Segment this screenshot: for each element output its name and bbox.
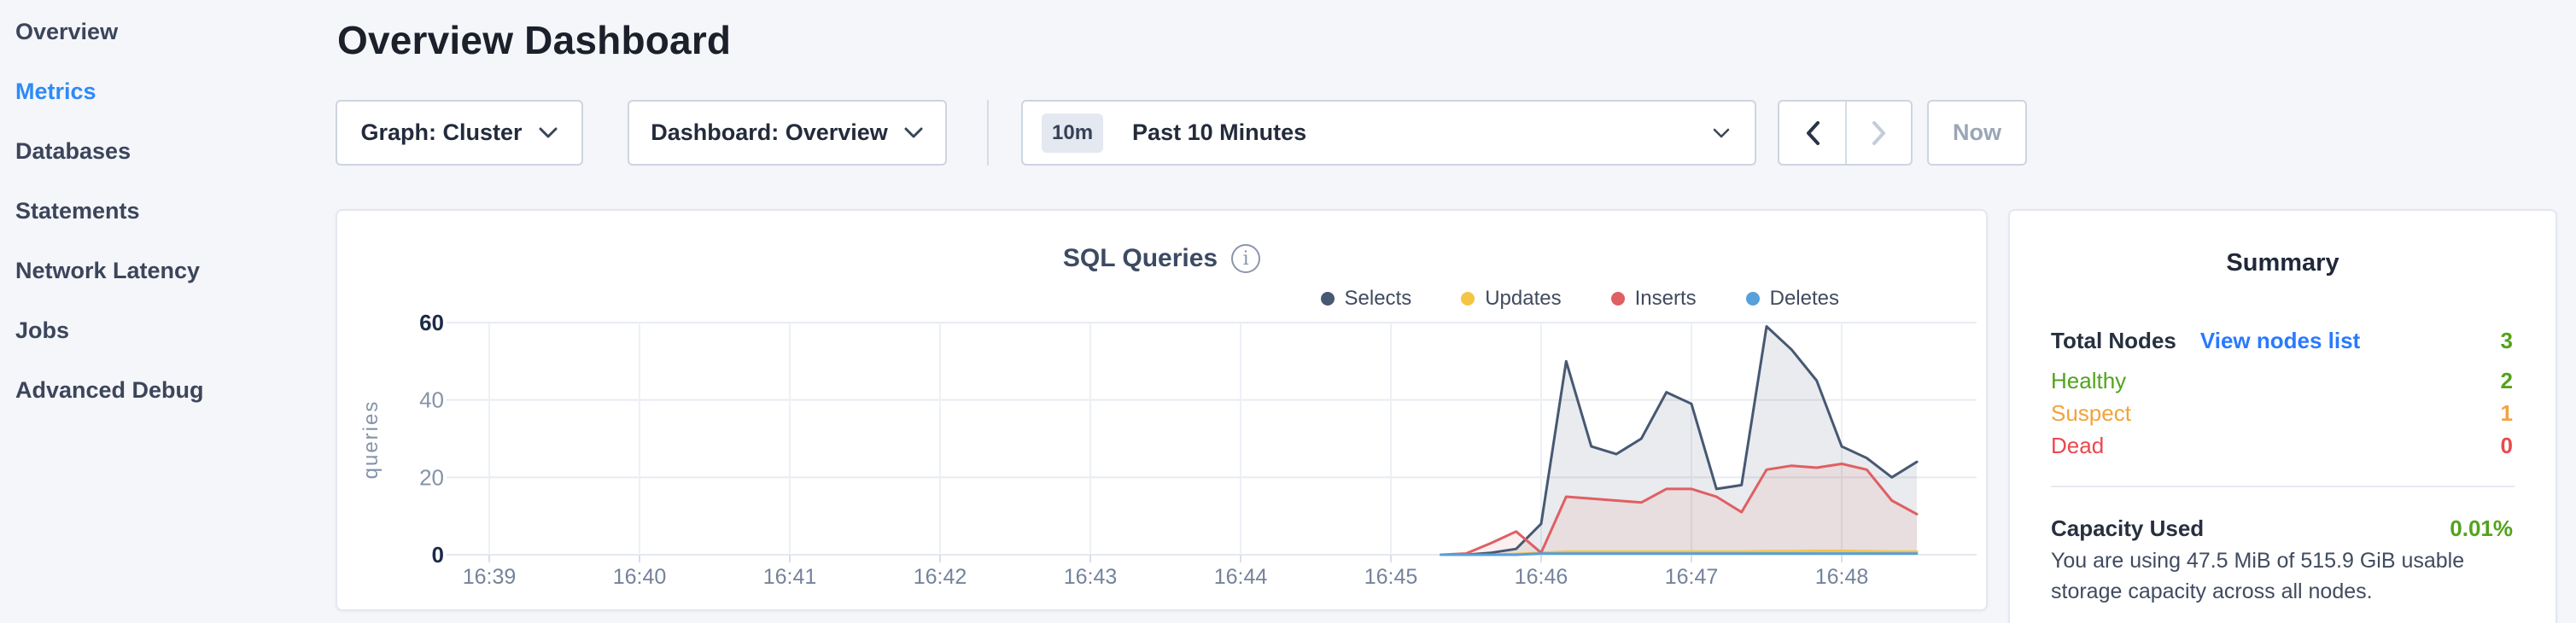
legend-dot-updates (1461, 292, 1475, 306)
legend-item-selects[interactable]: Selects (1320, 287, 1412, 311)
view-nodes-list-link[interactable]: View nodes list (2199, 327, 2361, 353)
legend-label: Updates (1485, 287, 1562, 310)
legend-item-inserts[interactable]: Inserts (1610, 287, 1697, 311)
svg-text:16:45: 16:45 (1364, 565, 1418, 589)
sql-queries-chart-card: SQL Queries i Selects Updates Inserts Delet… (336, 209, 1988, 611)
chart-legend: Selects Updates Inserts Deletes (1320, 286, 1839, 312)
chart-plot: 0 20 40 60 16:39 16:40 16:41 16:42 16:43 16:44 16:… (359, 310, 1977, 589)
legend-label: Selects (1344, 287, 1412, 310)
sidebar-item-overview[interactable]: Overview (15, 19, 119, 44)
chevron-down-icon (903, 126, 924, 139)
status-label: Dead (2051, 432, 2105, 458)
now-button[interactable]: Now (1927, 100, 2027, 166)
now-button-label: Now (1953, 119, 2001, 145)
status-label: Healthy (2051, 367, 2127, 393)
dashboard-selector-dropdown[interactable]: Dashboard: Overview (628, 100, 947, 166)
legend-dot-selects (1320, 292, 1335, 306)
time-range-badge: 10m (1042, 113, 1104, 153)
legend-item-updates[interactable]: Updates (1461, 287, 1562, 311)
svg-text:16:44: 16:44 (1214, 565, 1268, 589)
capacity-used-value: 0.01% (2450, 515, 2513, 541)
capacity-used-label: Capacity Used (2051, 515, 2205, 541)
page-title: Overview Dashboard (337, 18, 732, 62)
status-value: 2 (2500, 367, 2513, 393)
status-value: 0 (2500, 432, 2513, 458)
svg-text:16:42: 16:42 (914, 565, 967, 589)
svg-text:60: 60 (419, 310, 444, 335)
sidebar-item-statements[interactable]: Statements (15, 198, 140, 224)
info-icon[interactable]: i (1231, 244, 1261, 273)
svg-text:0: 0 (432, 542, 444, 568)
sidebar: Overview Metrics Databases Statements Networ… (0, 0, 335, 623)
total-nodes-value: 3 (2500, 327, 2513, 353)
previous-time-button[interactable] (1779, 102, 1845, 164)
toolbar-divider (987, 100, 989, 166)
sidebar-item-metrics[interactable]: Metrics (15, 79, 96, 104)
chevron-down-icon (1712, 127, 1731, 139)
svg-text:16:46: 16:46 (1515, 565, 1568, 589)
sidebar-item-jobs[interactable]: Jobs (15, 317, 70, 343)
dashboard-selector-label: Dashboard: Overview (651, 119, 888, 145)
summary-title: Summary (2226, 249, 2339, 277)
capacity-used-row: Capacity Used 0.01% (2051, 511, 2513, 545)
svg-text:16:48: 16:48 (1815, 565, 1869, 589)
capacity-description: You are using 47.5 MiB of 515.9 GiB usab… (2051, 549, 2465, 603)
status-row-suspect: Suspect 1 (2051, 397, 2513, 429)
status-label: Suspect (2051, 399, 2131, 426)
chevron-down-icon (538, 126, 558, 139)
total-nodes-label: Total Nodes (2051, 327, 2176, 353)
status-row-dead: Dead 0 (2051, 429, 2513, 462)
sidebar-item-advanced-debug[interactable]: Advanced Debug (15, 377, 204, 403)
time-range-dropdown[interactable]: 10m Past 10 Minutes (1021, 100, 1756, 166)
summary-divider (2051, 486, 2515, 487)
legend-item-deletes[interactable]: Deletes (1745, 287, 1839, 311)
time-range-label: Past 10 Minutes (1132, 119, 1307, 145)
status-value: 1 (2500, 399, 2513, 426)
chart-title: SQL Queries (1062, 244, 1218, 272)
time-shift-button-group (1778, 100, 1913, 166)
sidebar-item-network-latency[interactable]: Network Latency (15, 258, 201, 283)
svg-text:16:40: 16:40 (613, 565, 667, 589)
sidebar-item-databases[interactable]: Databases (15, 138, 131, 164)
legend-label: Deletes (1769, 287, 1839, 310)
svg-text:16:47: 16:47 (1665, 565, 1719, 589)
svg-text:20: 20 (419, 464, 444, 490)
svg-text:16:41: 16:41 (763, 565, 817, 589)
legend-dot-deletes (1745, 292, 1760, 306)
graph-selector-label: Graph: Cluster (360, 119, 523, 145)
graph-selector-dropdown[interactable]: Graph: Cluster (336, 100, 583, 166)
svg-text:40: 40 (419, 387, 444, 413)
svg-text:16:39: 16:39 (463, 565, 517, 589)
legend-dot-inserts (1610, 292, 1625, 306)
summary-panel: Summary Total Nodes View nodes list 3 He… (2008, 209, 2557, 623)
status-row-healthy: Healthy 2 (2051, 364, 2513, 397)
svg-text:queries: queries (359, 400, 383, 480)
next-time-button-disabled[interactable] (1845, 102, 1911, 164)
legend-label: Inserts (1634, 287, 1697, 310)
total-nodes-row: Total Nodes View nodes list 3 (2051, 323, 2513, 358)
svg-text:16:43: 16:43 (1064, 565, 1118, 589)
